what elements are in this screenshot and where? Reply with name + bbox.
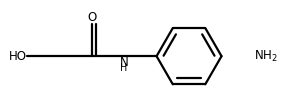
Text: N: N [120, 56, 128, 69]
Text: O: O [87, 11, 96, 24]
Text: H: H [120, 63, 128, 73]
Text: HO: HO [9, 50, 27, 63]
Text: NH$_2$: NH$_2$ [254, 49, 278, 64]
